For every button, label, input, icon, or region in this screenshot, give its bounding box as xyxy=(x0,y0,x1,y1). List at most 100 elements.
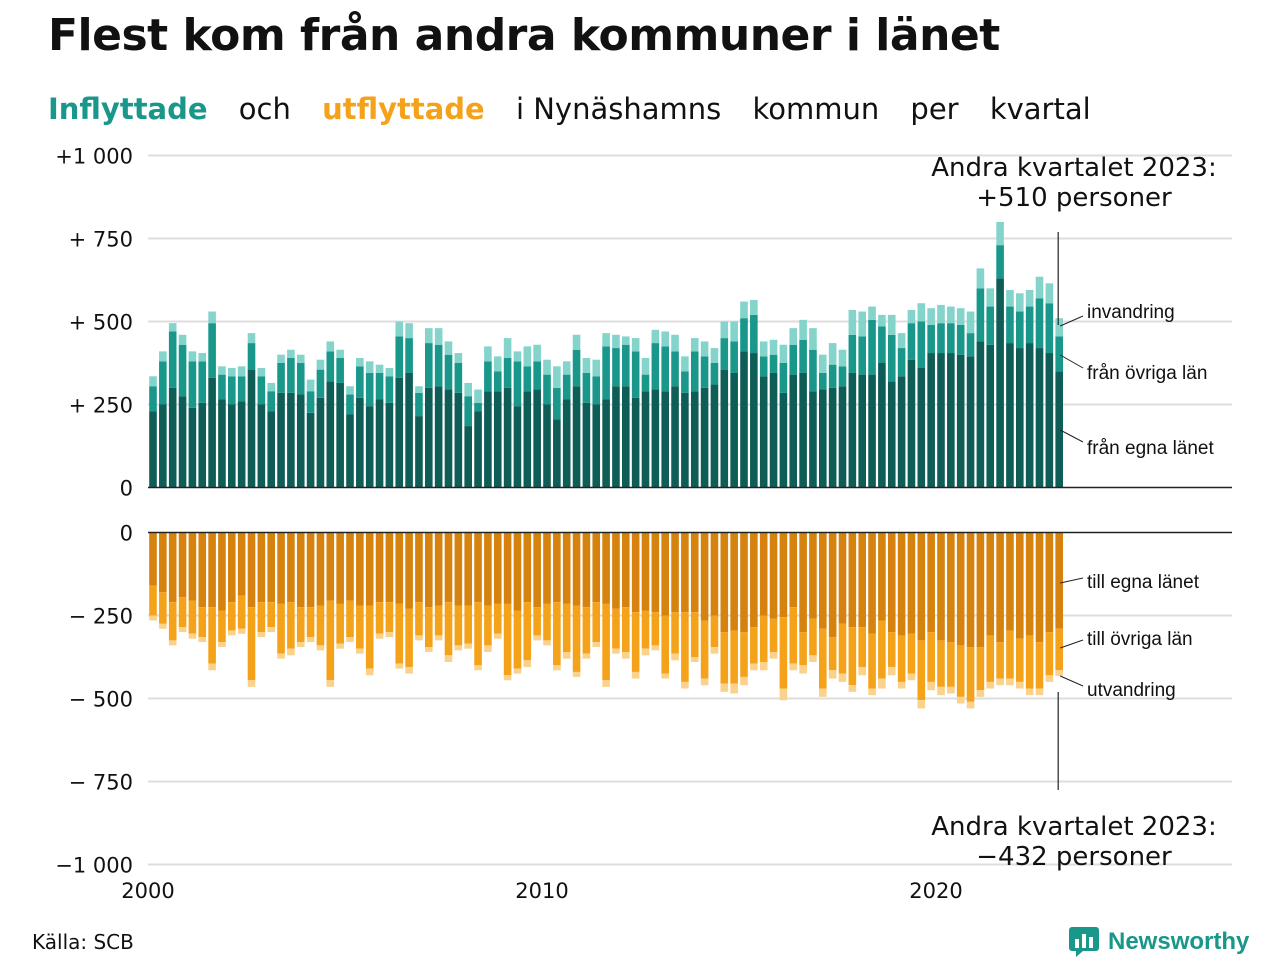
bar-in-own-53 xyxy=(671,386,679,488)
bar-in-own-28 xyxy=(425,387,433,488)
bar-in-other-17 xyxy=(316,369,325,398)
bar-in-own-0 xyxy=(149,411,157,488)
bar-out-emig-31 xyxy=(454,645,463,651)
bar-out-emig-11 xyxy=(257,632,266,638)
bar-out-other-18 xyxy=(326,600,335,681)
bar-in-immig-90 xyxy=(1035,276,1044,299)
bar-out-own-18 xyxy=(326,532,335,601)
bar-out-own-19 xyxy=(336,532,344,604)
bar-out-other-42 xyxy=(562,603,571,653)
bar-in-own-55 xyxy=(690,391,699,488)
bar-out-own-35 xyxy=(493,532,502,604)
bar-out-emig-65 xyxy=(789,663,798,671)
bar-in-immig-15 xyxy=(296,354,305,363)
bar-out-own-27 xyxy=(415,532,423,603)
grid-lines xyxy=(148,154,1232,866)
bar-in-immig-92 xyxy=(1055,318,1063,337)
bar-out-other-56 xyxy=(700,620,709,679)
annotation-top-line1: Andra kvartalet 2023: xyxy=(931,153,1216,183)
bar-out-own-29 xyxy=(434,532,443,606)
bar-in-immig-53 xyxy=(671,334,679,352)
bar-in-immig-2 xyxy=(168,323,177,332)
bar-out-emig-48 xyxy=(622,652,630,659)
bar-out-own-44 xyxy=(582,532,591,608)
bar-in-other-45 xyxy=(592,376,601,405)
bar-in-other-89 xyxy=(1025,306,1034,344)
bar-in-immig-29 xyxy=(434,328,443,345)
bar-out-emig-73 xyxy=(868,688,876,696)
bar-out-own-88 xyxy=(1016,532,1024,639)
bar-out-emig-45 xyxy=(592,642,601,648)
bar-out-own-45 xyxy=(592,532,601,603)
bar-in-immig-3 xyxy=(178,334,187,345)
bar-out-own-64 xyxy=(779,532,788,618)
bar-out-own-39 xyxy=(533,532,541,608)
bar-in-other-87 xyxy=(1006,306,1014,344)
series-label-in-own: från egna länet xyxy=(1087,438,1214,459)
bar-in-immig-21 xyxy=(356,358,364,367)
bar-out-emig-68 xyxy=(819,688,827,697)
bar-in-other-1 xyxy=(159,361,167,405)
bar-in-immig-91 xyxy=(1045,283,1054,304)
series-label-out-emig: utvandring xyxy=(1087,680,1176,701)
y-tick-label-top-2: + 500 xyxy=(69,311,133,335)
subtitle-rest-2: per xyxy=(910,92,959,126)
bar-out-other-70 xyxy=(838,623,847,674)
bar-out-other-22 xyxy=(365,605,374,669)
bar-in-own-19 xyxy=(336,382,344,488)
bar-in-immig-59 xyxy=(730,321,738,342)
bar-out-other-6 xyxy=(208,607,216,664)
bar-out-own-59 xyxy=(730,532,738,631)
bar-out-own-71 xyxy=(848,532,857,628)
bar-out-other-23 xyxy=(375,602,384,634)
bar-out-emig-44 xyxy=(582,653,591,659)
bars xyxy=(149,221,1063,709)
bar-out-other-19 xyxy=(336,603,344,644)
x-tick-label-1: 2010 xyxy=(515,879,568,903)
bar-out-emig-30 xyxy=(444,655,453,662)
axes: +1 000 + 750 + 500 + 250 0 0 − 250 − 500 − 750 −1… xyxy=(55,145,1232,903)
bar-out-other-17 xyxy=(316,605,325,646)
leader-out-emig xyxy=(1059,675,1084,687)
bar-out-other-13 xyxy=(277,603,285,654)
bar-in-immig-38 xyxy=(523,346,532,367)
bar-out-emig-25 xyxy=(395,663,404,669)
bar-out-own-63 xyxy=(769,532,778,619)
bar-out-emig-4 xyxy=(188,633,197,639)
bar-out-emig-51 xyxy=(651,645,660,651)
series-label-in-immig: invandring xyxy=(1087,302,1175,323)
bar-in-other-13 xyxy=(277,363,285,393)
bar-out-other-68 xyxy=(819,628,827,689)
bar-out-other-75 xyxy=(887,632,896,667)
chart-title: Flest kom från andra kommuner i länet xyxy=(48,10,1000,61)
bar-out-own-92 xyxy=(1055,532,1063,629)
bar-out-other-48 xyxy=(622,607,630,653)
bar-out-emig-72 xyxy=(858,666,866,676)
bar-out-own-4 xyxy=(188,532,197,601)
x-tick-label-0: 2000 xyxy=(121,879,174,903)
bar-out-emig-52 xyxy=(661,673,669,679)
labels: Andra kvartalet 2023:+510 personerAndra … xyxy=(931,153,1216,872)
bar-in-other-48 xyxy=(622,344,630,387)
bar-in-other-37 xyxy=(513,361,522,407)
bar-out-other-78 xyxy=(917,640,926,701)
bar-in-own-31 xyxy=(454,392,463,488)
bar-out-other-45 xyxy=(592,602,601,643)
bar-out-own-12 xyxy=(267,532,275,603)
bar-out-own-53 xyxy=(671,532,679,613)
bar-out-emig-16 xyxy=(306,637,315,643)
bar-in-immig-44 xyxy=(582,358,591,373)
bar-out-own-0 xyxy=(149,532,157,586)
bar-out-other-83 xyxy=(966,647,975,702)
bar-out-own-16 xyxy=(306,532,315,608)
bar-out-other-7 xyxy=(218,610,226,643)
bar-out-other-85 xyxy=(986,635,995,682)
bar-in-immig-37 xyxy=(513,351,522,362)
bar-out-emig-87 xyxy=(1006,678,1014,686)
bar-out-emig-57 xyxy=(710,647,719,654)
bar-out-emig-91 xyxy=(1045,675,1054,682)
bar-in-other-32 xyxy=(464,396,472,427)
annotation-bottom-line2: −432 personer xyxy=(976,842,1172,872)
bar-in-other-25 xyxy=(395,336,404,378)
bar-out-emig-8 xyxy=(228,630,236,636)
